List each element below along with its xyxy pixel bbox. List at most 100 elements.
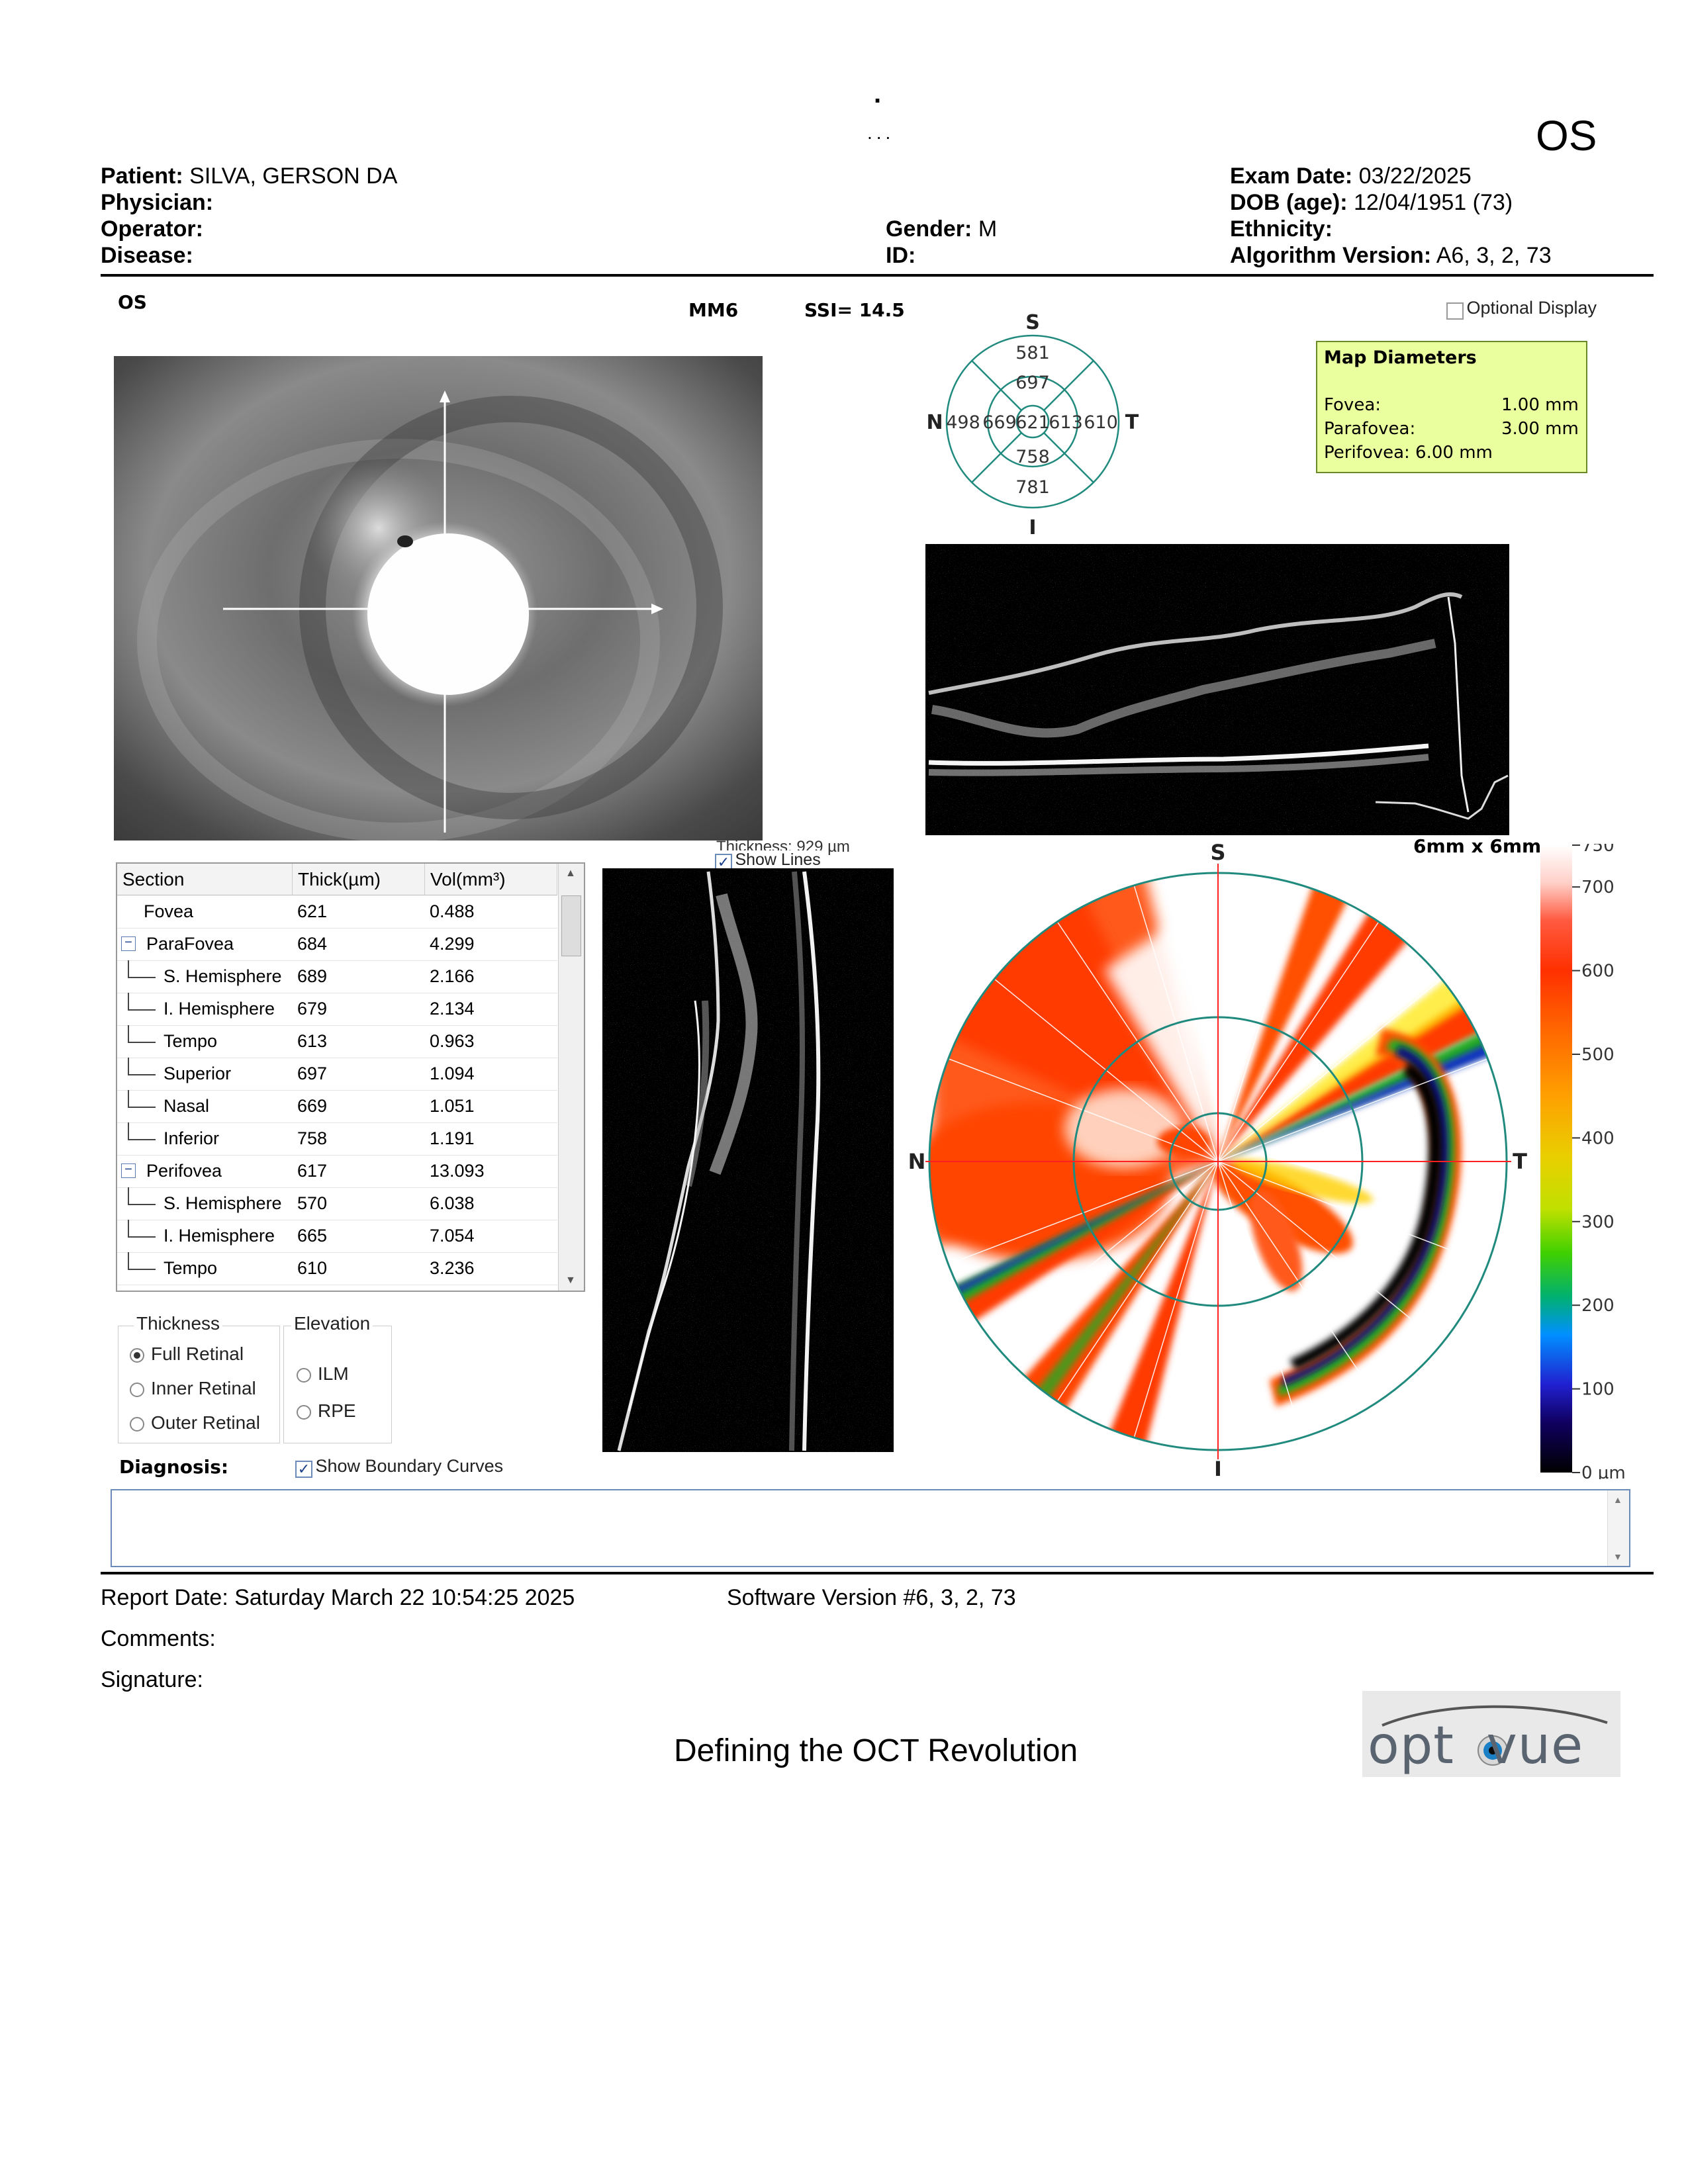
table-row[interactable]: Tempo 610 3.236 — [117, 1252, 557, 1285]
section-name-cell: Superior — [164, 1064, 232, 1083]
signature-label: Signature: — [101, 1667, 203, 1692]
diagnosis-textarea[interactable]: ▲ ▼ — [111, 1489, 1630, 1567]
sector-inner-temporal: 613 — [1049, 412, 1083, 433]
radio-icon[interactable] — [130, 1382, 144, 1397]
diagnosis-scrollbar[interactable]: ▲ ▼ — [1607, 1490, 1629, 1566]
exam-date-value: 03/22/2025 — [1358, 163, 1472, 189]
radio-icon[interactable] — [297, 1367, 311, 1383]
optovue-logo: optovue — [1362, 1691, 1620, 1777]
scale-tick-label: 700 — [1581, 878, 1615, 897]
volume-cell: 13.093 — [430, 1161, 485, 1181]
ssi-value: SSI= 14.5 — [804, 299, 905, 321]
table-row[interactable]: − Perifovea 617 13.093 — [117, 1155, 557, 1188]
parafovea-diameter-value: 3.00 mm — [1501, 419, 1579, 439]
volume-cell: 0.963 — [430, 1031, 475, 1051]
map-diameters-title: Map Diameters — [1324, 347, 1477, 368]
checkbox-checked-icon[interactable]: ✓ — [715, 853, 732, 871]
radio-icon[interactable] — [297, 1404, 311, 1420]
volume-cell: 2.166 — [430, 966, 475, 986]
optional-display-checkbox[interactable]: Optional Display — [1446, 298, 1597, 320]
tree-branch-icon — [128, 1220, 156, 1238]
rpe-radio[interactable]: RPE — [297, 1400, 356, 1422]
sector-outer-inferior: 781 — [1015, 477, 1050, 498]
table-row[interactable]: Nasal 669 1.051 — [117, 1090, 557, 1123]
table-row[interactable]: S. Hemisphere 570 6.038 — [117, 1187, 557, 1220]
scroll-thumb[interactable] — [561, 895, 581, 956]
section-name-cell: Inferior — [164, 1128, 220, 1148]
full-retinal-radio[interactable]: Full Retinal — [130, 1343, 244, 1365]
thickness-cell: 669 — [297, 1096, 328, 1116]
thickness-cell: 697 — [297, 1064, 328, 1083]
scale-tick-label: 0 µm — [1581, 1463, 1626, 1479]
section-name-cell: Tempo — [164, 1031, 218, 1051]
scan-mode: MM6 — [688, 299, 739, 321]
volume-cell: 7.054 — [430, 1226, 475, 1246]
table-row[interactable]: S. Hemisphere 689 2.166 — [117, 960, 557, 993]
sector-outer-nasal: 498 — [946, 412, 980, 433]
ilm-radio[interactable]: ILM — [297, 1363, 349, 1385]
section-table: Section Thick(µm) Vol(mm³) Fovea 621 0.488… — [116, 862, 585, 1292]
table-row[interactable]: Fovea 621 0.488 — [117, 895, 557, 929]
table-row[interactable]: Inferior 758 1.191 — [117, 1122, 557, 1156]
parafovea-diameter-label: Parafovea: — [1324, 419, 1416, 439]
show-boundary-curves-checkbox[interactable]: ✓ Show Boundary Curves — [295, 1456, 503, 1478]
col-section-header[interactable]: Section — [117, 864, 293, 895]
dob-line: DOB (age): 12/04/1951 (73) — [1230, 190, 1513, 215]
table-row[interactable]: Tempo 613 0.963 — [117, 1025, 557, 1058]
scroll-up-icon[interactable]: ▲ — [565, 868, 576, 879]
radio-icon[interactable] — [130, 1416, 144, 1432]
elevation-group-title: Elevation — [291, 1313, 373, 1334]
comments-label: Comments: — [101, 1626, 216, 1651]
thickness-cell: 610 — [297, 1258, 328, 1278]
thickness-group-title: Thickness — [134, 1313, 223, 1334]
scroll-up-icon[interactable]: ▲ — [1613, 1494, 1622, 1505]
checkbox-icon[interactable] — [1446, 302, 1464, 320]
eye-label: OS — [1536, 112, 1597, 159]
section-name-cell: Perifovea — [146, 1161, 222, 1181]
checkbox-checked-icon[interactable]: ✓ — [295, 1460, 312, 1478]
sector-center: 621 — [1015, 412, 1050, 433]
sector-map: S I N T 581 697 498 669 621 613 610 758 … — [926, 311, 1139, 539]
thickness-cell: 689 — [297, 966, 328, 986]
scroll-down-icon[interactable]: ▼ — [565, 1275, 576, 1286]
tree-branch-icon — [128, 960, 156, 978]
outer-retinal-radio[interactable]: Outer Retinal — [130, 1412, 260, 1433]
retinal-thickness-map: S I N T — [908, 840, 1527, 1476]
table-scrollbar[interactable]: ▲ ▼ — [558, 864, 584, 1291]
volume-cell: 2.134 — [430, 999, 475, 1019]
tree-branch-icon — [128, 1252, 156, 1270]
horizontal-bscan — [925, 544, 1509, 835]
collapse-toggle-icon[interactable]: − — [121, 936, 136, 951]
tree-branch-icon — [128, 993, 156, 1011]
elevation-group — [283, 1326, 392, 1443]
map-n-label: N — [908, 1149, 926, 1174]
radio-selected-icon[interactable] — [130, 1347, 144, 1363]
patient-name: SILVA, GERSON DA — [189, 163, 398, 189]
scale-tick-label: 500 — [1581, 1045, 1615, 1065]
perifovea-diameter: Perifovea: 6.00 mm — [1324, 443, 1493, 463]
inner-retinal-radio[interactable]: Inner Retinal — [130, 1378, 256, 1399]
thickness-color-scale: 750 700 600 500 400 300 200 100 0 µm — [1540, 844, 1626, 1479]
table-row[interactable]: I. Hemisphere 665 7.054 — [117, 1220, 557, 1253]
table-row[interactable]: Superior 697 1.094 — [117, 1058, 557, 1091]
volume-cell: 6.038 — [430, 1193, 475, 1213]
tree-branch-icon — [128, 1090, 156, 1108]
show-lines-checkbox[interactable]: ✓ Show Lines — [715, 850, 821, 871]
table-row[interactable]: I. Hemisphere 679 2.134 — [117, 993, 557, 1026]
table-row[interactable]: − ParaFovea 684 4.299 — [117, 928, 557, 961]
scroll-down-icon[interactable]: ▼ — [1613, 1551, 1622, 1562]
id-label: ID: — [886, 243, 916, 268]
collapse-toggle-icon[interactable]: − — [121, 1163, 136, 1178]
report-date: Report Date: Saturday March 22 10:54:25 … — [101, 1585, 575, 1610]
map-size-label: 6mm x 6mm — [1413, 835, 1542, 857]
sector-inner-superior: 697 — [1015, 373, 1050, 393]
section-name-cell: ParaFovea — [146, 934, 234, 954]
col-vol-header[interactable]: Vol(mm³) — [425, 864, 557, 895]
thickness-cell: 617 — [297, 1161, 328, 1181]
col-thick-header[interactable]: Thick(µm) — [293, 864, 425, 895]
sector-inner-inferior: 758 — [1015, 447, 1050, 467]
section-name-cell: Fovea — [144, 901, 194, 921]
scan-eye-label: OS — [118, 291, 147, 313]
software-version: Software Version #6, 3, 2, 73 — [727, 1585, 1016, 1610]
ethnicity-label: Ethnicity: — [1230, 216, 1333, 242]
